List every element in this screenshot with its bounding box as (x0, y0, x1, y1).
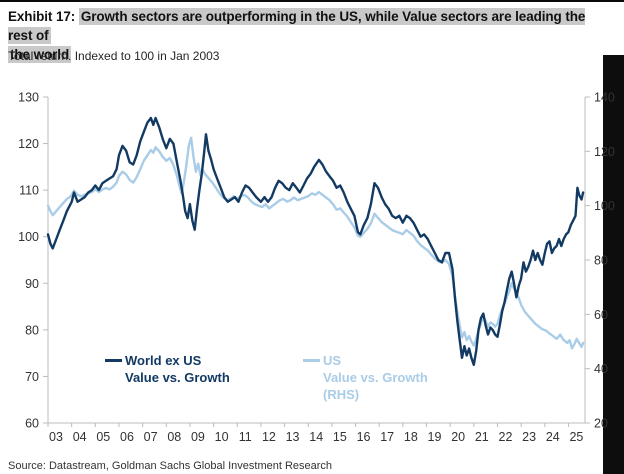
legend-label-line: US (323, 353, 342, 368)
right-axis-tick-label: 140 (594, 91, 615, 105)
legend-label-line: World ex US (125, 353, 202, 368)
x-axis-tick-label: 03 (49, 430, 63, 444)
x-axis-tick-label: 14 (309, 430, 323, 444)
legend-line-swatch-lightblue (303, 359, 320, 362)
x-axis-tick-label: 12 (262, 430, 276, 444)
left-axis-tick-label: 100 (18, 230, 39, 244)
legend-us-rhs: US Value vs. Growth (RHS) (303, 352, 428, 403)
x-axis-tick-label: 11 (239, 430, 252, 444)
x-axis-tick-label: 20 (451, 430, 465, 444)
left-axis-tick-label: 90 (25, 277, 39, 291)
right-axis-tick-label: 40 (594, 362, 608, 376)
x-axis-tick-label: 09 (191, 430, 205, 444)
x-axis-tick-label: 08 (167, 430, 181, 444)
legend-label-line: (RHS) (323, 387, 360, 402)
x-axis-tick-label: 07 (144, 430, 158, 444)
series-line-world-ex-us-value-vs-growth (46, 116, 585, 366)
x-axis-tick-label: 05 (96, 430, 110, 444)
x-axis-tick-label: 24 (546, 430, 560, 444)
chart-subtitle: Total return. Indexed to 100 in Jan 2003 (8, 49, 220, 63)
left-axis-tick-label: 110 (19, 184, 39, 198)
right-axis-tick-label: 60 (594, 308, 608, 322)
right-axis-tick-label: 100 (594, 199, 615, 213)
x-axis-tick-label: 18 (404, 430, 418, 444)
legend-label-line: Value vs. Growth (323, 370, 428, 385)
right-axis-tick-label: 80 (594, 254, 608, 268)
legend-world-ex-us: World ex US Value vs. Growth (105, 352, 230, 386)
left-axis-tick-label: 60 (25, 417, 39, 431)
left-axis-tick-label: 70 (25, 370, 39, 384)
x-axis-tick-label: 23 (522, 430, 536, 444)
page-right-dark-edge (603, 55, 624, 474)
source-attribution: Source: Datastream, Goldman Sachs Global… (8, 460, 333, 472)
x-axis-tick-label: 22 (499, 430, 513, 444)
x-axis-tick-label: 21 (475, 430, 489, 444)
x-axis-tick-label: 10 (215, 430, 229, 444)
x-axis-tick-label: 04 (73, 430, 87, 444)
left-axis-tick-label: 80 (25, 323, 39, 337)
x-axis-tick-label: 16 (357, 430, 371, 444)
x-axis-tick-label: 25 (569, 430, 583, 444)
series-line-us-value-vs-growth-rhs (46, 136, 585, 350)
x-axis-tick-label: 06 (120, 430, 134, 444)
x-axis-tick-label: 19 (428, 430, 442, 444)
exhibit-title: Exhibit 17: Growth sectors are outperfor… (8, 7, 608, 64)
right-axis-tick-label: 120 (594, 145, 615, 159)
x-axis-tick-label: 15 (333, 430, 347, 444)
right-axis-tick-label: 20 (594, 417, 608, 431)
legend-line-swatch-navy (105, 359, 122, 362)
left-axis-tick-label: 120 (18, 137, 39, 151)
left-axis-tick-label: 130 (18, 91, 39, 105)
legend-label-line: Value vs. Growth (125, 370, 230, 385)
x-axis-tick-label: 13 (286, 430, 300, 444)
exhibit-title-highlight-line2: the world (8, 46, 72, 63)
page-top-border (0, 0, 624, 2)
exhibit-label: Exhibit 17: (8, 9, 76, 24)
x-axis-tick-label: 17 (380, 430, 394, 444)
